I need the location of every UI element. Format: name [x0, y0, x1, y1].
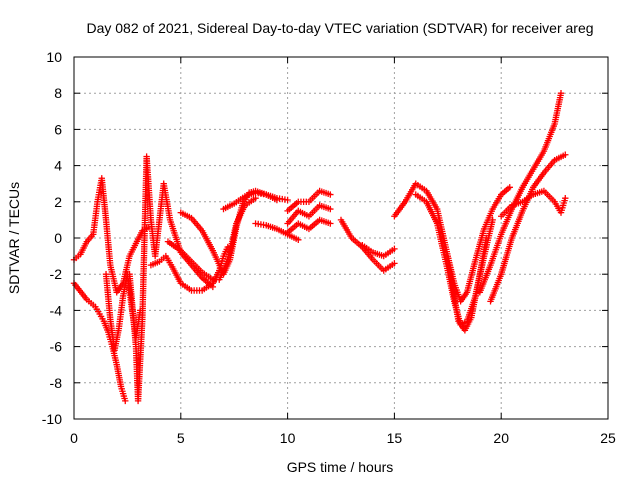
data-point: [506, 184, 513, 191]
y-tick-label: -10: [42, 411, 62, 427]
series-satellite-arc-A: [70, 280, 129, 405]
y-tick-label: -8: [50, 375, 63, 391]
y-tick-label: 2: [54, 194, 62, 210]
y-tick-label: 4: [54, 158, 62, 174]
data-point: [327, 220, 334, 227]
data-point: [122, 397, 129, 405]
data-point: [327, 205, 334, 213]
points-layer: [70, 90, 569, 405]
y-tick-label: -6: [50, 339, 63, 355]
series-satellite-arc-N: [359, 242, 398, 260]
data-point: [284, 196, 291, 204]
series-satellite-arc-T: [498, 187, 569, 220]
x-tick-label: 20: [493, 430, 509, 446]
data-point: [562, 194, 569, 202]
series-satellite-arc-J: [284, 187, 334, 215]
x-tick-label: 0: [70, 430, 78, 446]
data-point: [391, 245, 398, 253]
series-satellite-arc-K: [284, 202, 334, 227]
data-point: [557, 90, 565, 97]
data-point: [562, 151, 569, 158]
series-satellite-arc-M: [337, 216, 398, 274]
series-satellite-arc-L: [284, 216, 334, 236]
y-tick-label: 6: [54, 121, 62, 137]
y-tick-label: 10: [46, 49, 62, 65]
data-point: [327, 191, 334, 198]
x-tick-label: 25: [600, 430, 616, 446]
y-tick-label: 0: [54, 230, 62, 246]
x-axis-label: GPS time / hours: [287, 459, 394, 475]
y-tick-label: -4: [50, 302, 63, 318]
y-tick-label: 8: [54, 85, 62, 101]
series-satellite-arc-H: [220, 189, 291, 213]
data-point: [391, 260, 398, 267]
chart-title: Day 082 of 2021, Sidereal Day-to-day VTE…: [86, 20, 593, 36]
series-satellite-arc-E: [147, 243, 231, 294]
grid-layer: [74, 57, 608, 419]
series-satellite-arc-P: [412, 191, 496, 329]
x-tick-label: 15: [387, 430, 403, 446]
y-axis-label: SDTVAR / TECUs: [6, 182, 22, 294]
data-point: [295, 236, 302, 244]
series-satellite-arc-Q: [444, 184, 513, 305]
x-tick-label: 5: [177, 430, 185, 446]
data-point: [252, 194, 259, 202]
x-tick-label: 10: [280, 430, 296, 446]
series-satellite-arc-G: [164, 194, 259, 283]
tick-layer: 0 5 10 15 20 25 -10 -8 -6 -4 -2 0 2 4 6 8 10: [42, 49, 616, 446]
y-tick-label: -2: [50, 266, 63, 282]
